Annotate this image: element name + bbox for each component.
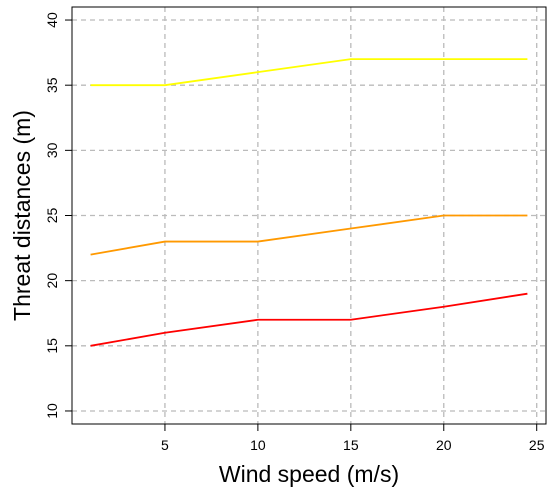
x-tick-label: 20 <box>436 437 452 453</box>
x-tick-label: 10 <box>250 437 266 453</box>
x-axis: 5 10 15 20 25 <box>161 424 545 453</box>
y-axis-title: Threat distances (m) <box>9 110 35 321</box>
series-layer <box>90 58 528 347</box>
y-tick-label: 10 <box>44 403 60 419</box>
x-tick-label: 5 <box>161 437 169 453</box>
series-line-2 <box>90 214 528 256</box>
series-line-1 <box>90 58 528 87</box>
x-tick-label: 15 <box>343 437 359 453</box>
y-tick-label: 40 <box>44 12 60 28</box>
y-tick-label: 20 <box>44 273 60 289</box>
y-tick-label: 35 <box>44 77 60 93</box>
x-axis-title: Wind speed (m/s) <box>219 461 399 487</box>
x-tick-label: 25 <box>529 437 545 453</box>
y-axis: 10 15 20 25 30 35 40 <box>44 12 72 419</box>
y-tick-label: 15 <box>44 338 60 354</box>
y-tick-label: 25 <box>44 208 60 224</box>
y-tick-label: 30 <box>44 142 60 158</box>
series-line-3 <box>90 292 528 347</box>
